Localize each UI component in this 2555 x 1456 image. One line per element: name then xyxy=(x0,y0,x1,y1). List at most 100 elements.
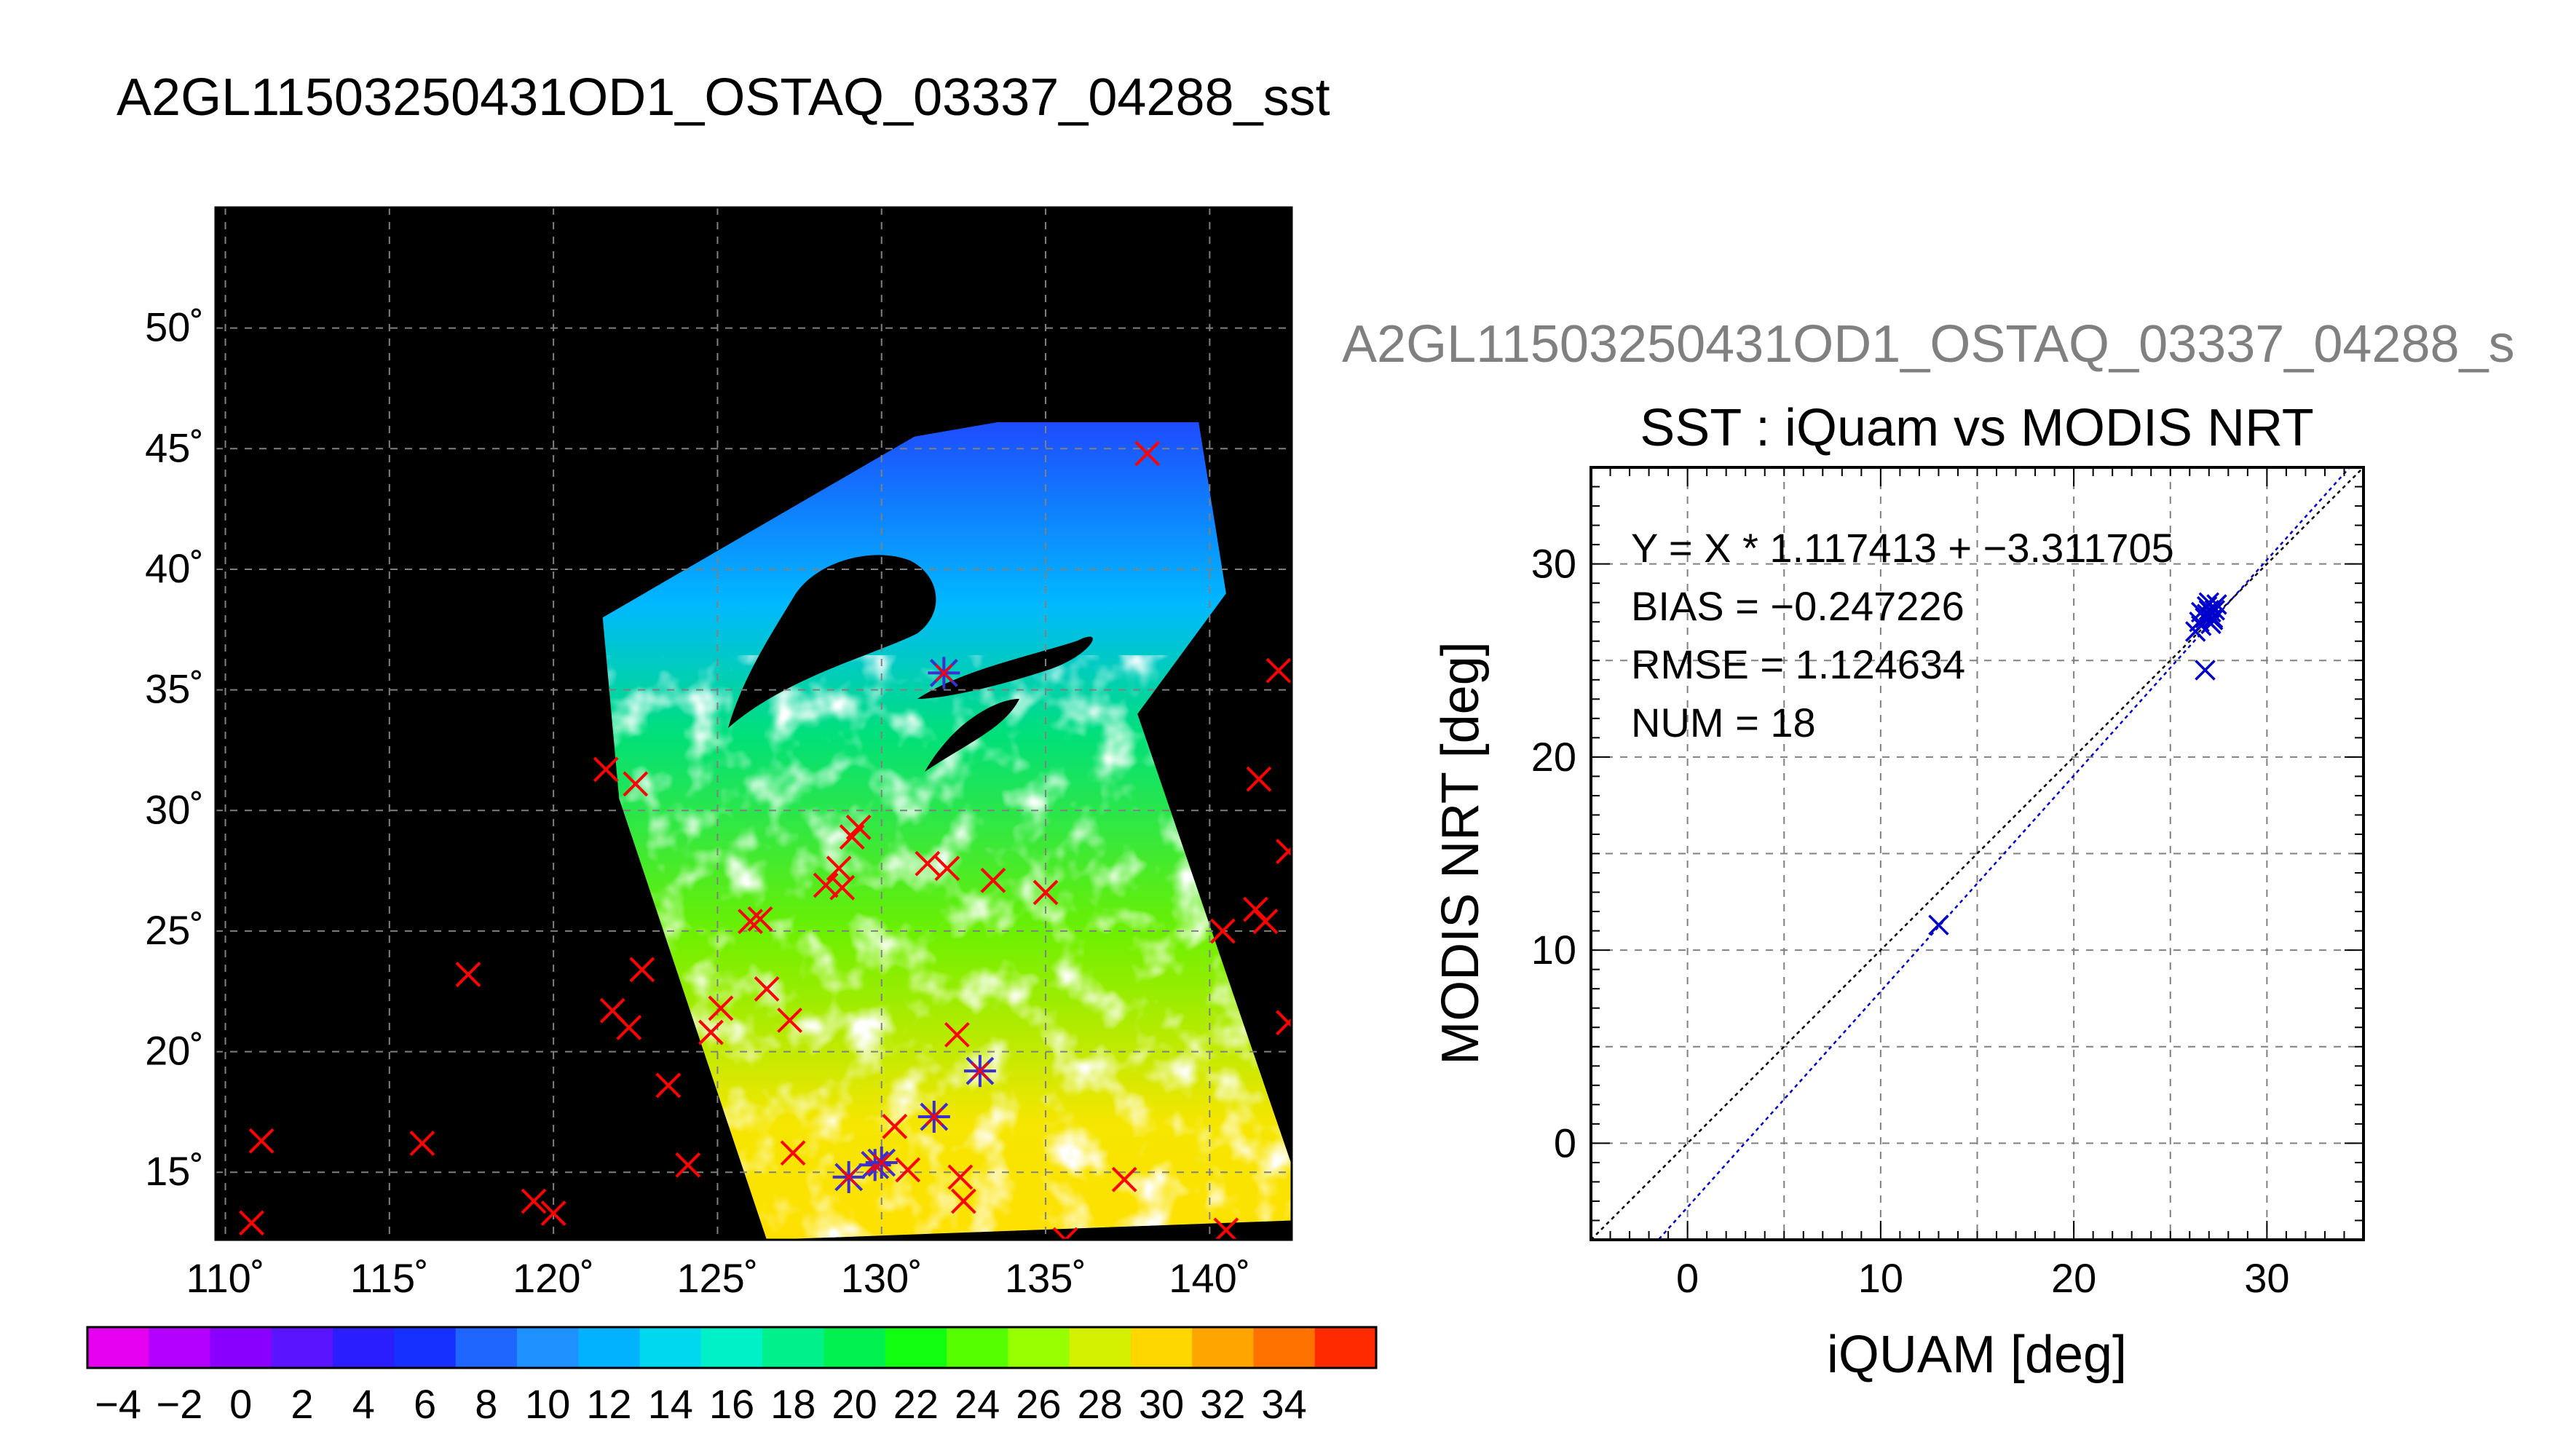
colorbar-swatch xyxy=(824,1327,886,1368)
colorbar-tick-label: 28 xyxy=(1078,1381,1123,1427)
colorbar-swatch xyxy=(578,1327,641,1368)
x-tick-label: 0 xyxy=(1676,1255,1699,1301)
colorbar-swatch xyxy=(149,1327,211,1368)
colorbar-swatch xyxy=(762,1327,824,1368)
x-tick-label: 10 xyxy=(1858,1255,1903,1301)
insitu-marker xyxy=(616,1015,642,1040)
lat-tick-label: 20˚ xyxy=(145,1028,204,1074)
regression-equation: Y = X * 1.117413 + −3.311705 xyxy=(1631,525,2174,571)
scatter-panel: A2GL11503250431OD1_OSTAQ_03337_04288_s S… xyxy=(1342,315,2515,1384)
colorbar-swatch xyxy=(1069,1327,1132,1368)
data-point xyxy=(2195,660,2216,681)
insitu-marker xyxy=(593,756,619,783)
x-tick-label: 20 xyxy=(2051,1255,2096,1301)
insitu-marker xyxy=(1032,879,1059,906)
plot-grid xyxy=(1591,467,2364,1240)
colorbar-swatch xyxy=(947,1327,1008,1368)
colorbar-tick-label: 30 xyxy=(1139,1381,1184,1427)
insitu-marker xyxy=(629,957,655,983)
insitu-marker xyxy=(521,1188,547,1214)
colorbar: −4 −2 0 2 4 6 8 10 12 14 16 18 20 22 24 26 28 30 32 34 xyxy=(86,1326,1378,1427)
identity-line xyxy=(1591,467,2364,1240)
y-tick-label: 0 xyxy=(1554,1120,1576,1166)
colorbar-tick-label: 20 xyxy=(832,1381,877,1427)
insitu-marker xyxy=(239,1210,264,1236)
lat-tick-label: 35˚ xyxy=(145,666,204,712)
colorbar-tick-label: 14 xyxy=(648,1381,693,1427)
latitude-ticks: 15˚ 20˚ 25˚ 30˚ 35˚ 40˚ 45˚ 50˚ xyxy=(145,304,204,1195)
stats-annotations: Y = X * 1.117413 + −3.311705 BIAS = −0.2… xyxy=(1631,525,2174,745)
lat-tick-label: 40˚ xyxy=(145,545,204,591)
rmse-stat: RMSE = 1.124634 xyxy=(1631,641,1965,687)
insitu-marker xyxy=(1243,896,1268,922)
lon-tick-label: 135˚ xyxy=(1005,1255,1086,1301)
insitu-marker xyxy=(698,1019,724,1045)
colorbar-swatch xyxy=(517,1327,579,1368)
colorbar-swatch xyxy=(1008,1327,1070,1368)
matchup-inner xyxy=(971,1062,989,1080)
minor-ticks xyxy=(1590,467,2364,1241)
data-point xyxy=(2190,615,2212,636)
colorbar-labels: −4 −2 0 2 4 6 8 10 12 14 16 18 20 22 24 26 28 30 32 34 xyxy=(95,1381,1307,1427)
matchup-inner xyxy=(872,1153,891,1172)
insitu-marker xyxy=(934,855,960,882)
colorbar-tick-label: 16 xyxy=(709,1381,754,1427)
x-tick-label: 30 xyxy=(2244,1255,2289,1301)
longitude-ticks: 110˚ 115˚ 120˚ 125˚ 130˚ 135˚ 140˚ xyxy=(186,1255,1251,1301)
y-tick-labels: 0 10 20 30 xyxy=(1531,541,1576,1166)
colorbar-swatch xyxy=(1130,1327,1193,1368)
insitu-marker xyxy=(708,995,734,1021)
colorbar-tick-label: 18 xyxy=(770,1381,816,1427)
insitu-marker xyxy=(944,1021,970,1048)
colorbar-tick-label: 2 xyxy=(291,1381,313,1427)
colorbar-tick-label: 32 xyxy=(1200,1381,1245,1427)
scatter-file-title: A2GL11503250431OD1_OSTAQ_03337_04288_s xyxy=(1342,315,2515,373)
map-frame xyxy=(214,206,1293,1241)
scatter-points xyxy=(1928,592,2227,935)
y-tick-label: 20 xyxy=(1531,734,1576,780)
insitu-marker xyxy=(950,1188,976,1214)
insitu-marker xyxy=(1276,839,1292,865)
lat-tick-label: 15˚ xyxy=(145,1148,204,1194)
plot-frame xyxy=(1590,466,2365,1241)
insitu-marker xyxy=(754,976,780,1002)
colorbar-tick-label: 0 xyxy=(229,1381,252,1427)
matchup-marker xyxy=(963,1055,996,1088)
lon-tick-label: 130˚ xyxy=(841,1255,923,1301)
num-stat: NUM = 18 xyxy=(1631,700,1816,745)
insitu-marker xyxy=(409,1131,435,1156)
lon-tick-label: 140˚ xyxy=(1169,1255,1250,1301)
colorbar-tick-label: 12 xyxy=(586,1381,631,1427)
colorbar-tick-label: −4 xyxy=(95,1381,141,1427)
matchup-marker xyxy=(917,1101,950,1133)
insitu-marker xyxy=(455,962,481,987)
insitu-marker xyxy=(1246,766,1272,792)
figure-title: A2GL11503250431OD1_OSTAQ_03337_04288_sst xyxy=(117,68,1330,127)
land-mask xyxy=(728,555,1093,772)
data-point xyxy=(2198,600,2220,621)
y-axis-label: MODIS NRT [deg] xyxy=(1431,641,1490,1065)
colorbar-swatch xyxy=(639,1327,702,1368)
matchup-marker xyxy=(928,657,960,689)
insitu-marker xyxy=(829,874,856,901)
colorbar-swatch xyxy=(271,1327,333,1368)
lon-tick-label: 110˚ xyxy=(186,1255,265,1301)
colorbar-swatch xyxy=(700,1327,763,1368)
lat-tick-label: 25˚ xyxy=(145,907,204,953)
colorbar-tick-label: 34 xyxy=(1261,1381,1306,1427)
colorbar-swatch xyxy=(455,1327,518,1368)
matchup-inner xyxy=(925,1107,943,1126)
colorbar-tick-label: 26 xyxy=(1016,1381,1061,1427)
colorbar-swatch xyxy=(1253,1327,1316,1368)
insitu-marker xyxy=(947,1164,974,1190)
x-tick-labels: 0 10 20 30 xyxy=(1676,1255,2289,1301)
colorbar-tick-label: 10 xyxy=(525,1381,570,1427)
bias-stat: BIAS = −0.247226 xyxy=(1631,583,1964,629)
colorbar-swatch xyxy=(1192,1327,1254,1368)
lon-tick-label: 120˚ xyxy=(513,1255,594,1301)
colorbar-swatch xyxy=(394,1327,457,1368)
lat-tick-label: 45˚ xyxy=(145,424,204,470)
insitu-marker xyxy=(915,850,941,877)
colorbar-tick-label: 6 xyxy=(414,1381,436,1427)
